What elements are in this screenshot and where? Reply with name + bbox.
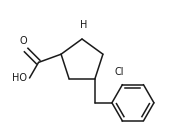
Text: H: H [80, 20, 88, 30]
Text: Cl: Cl [115, 67, 124, 77]
Text: O: O [20, 36, 28, 46]
Text: HO: HO [12, 73, 26, 83]
